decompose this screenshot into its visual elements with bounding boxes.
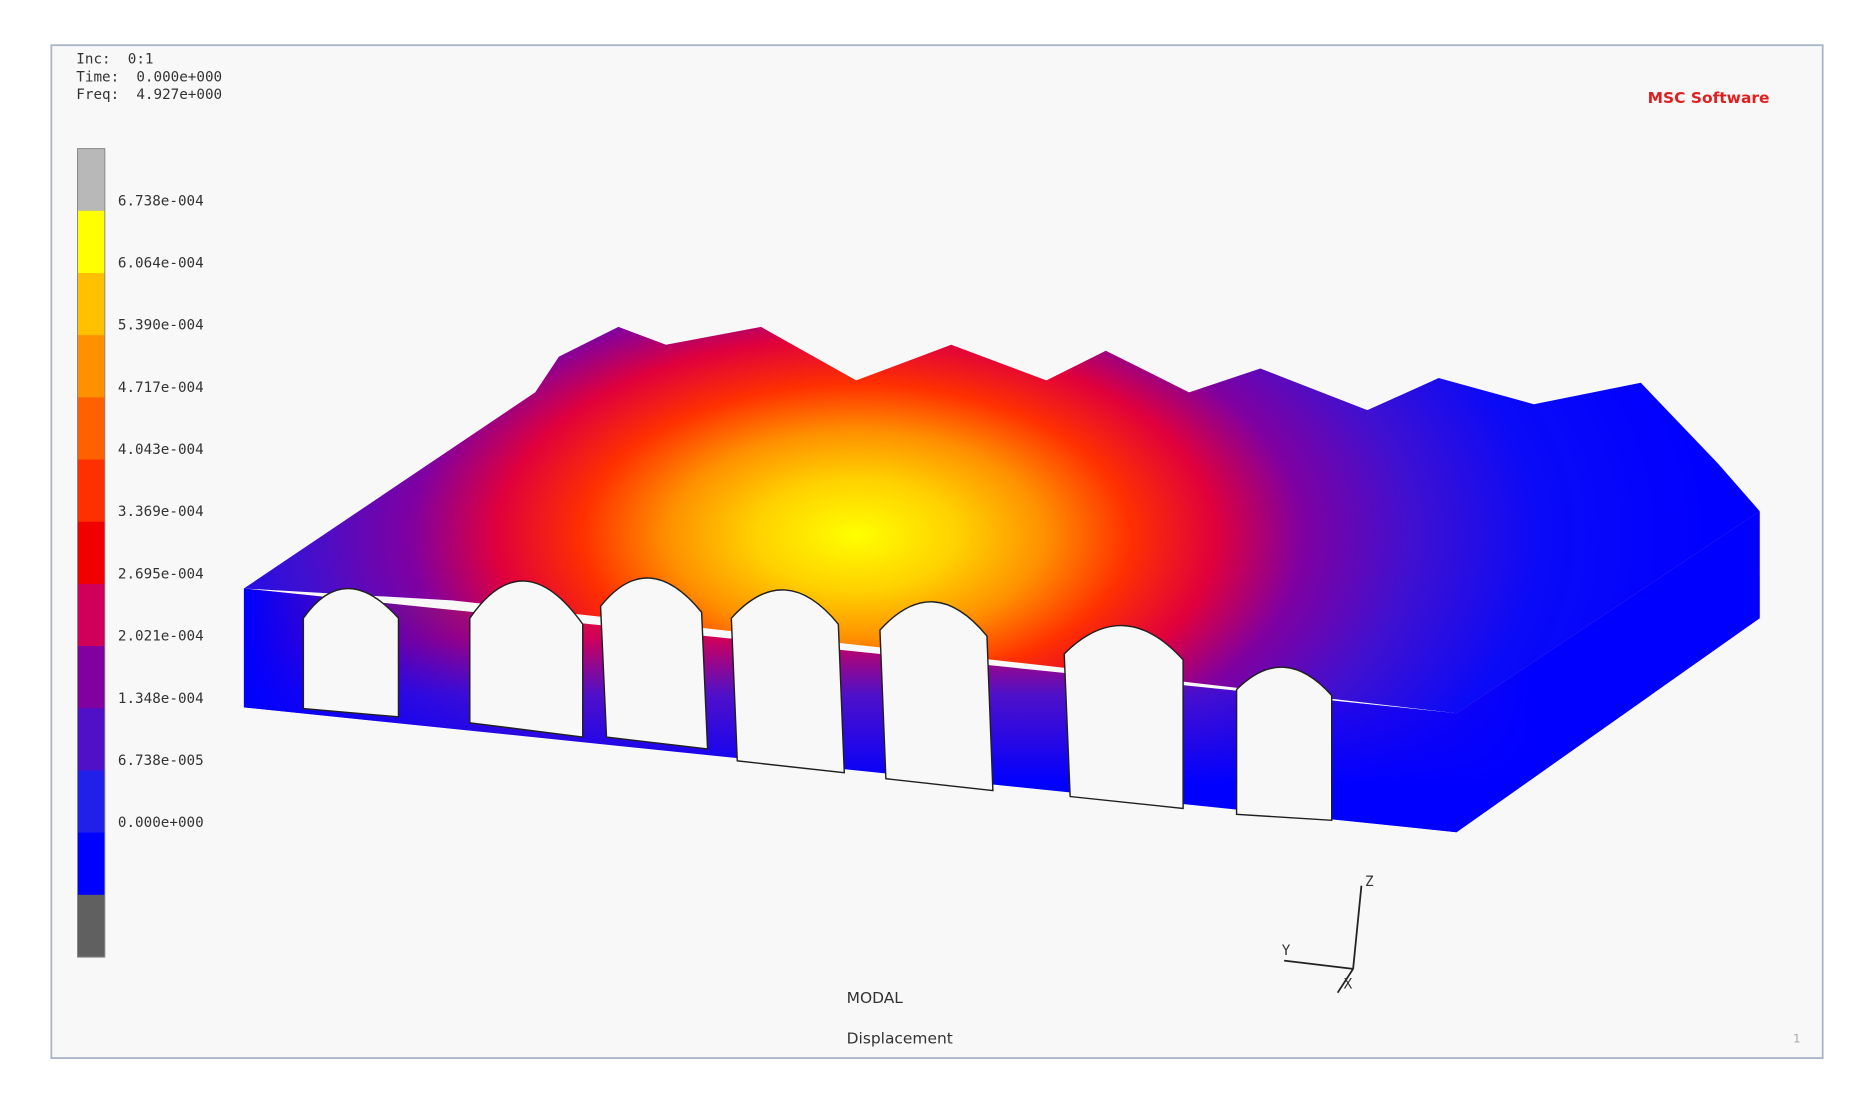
legend-swatch	[77, 459, 105, 523]
legend-label: 1.348e-004	[118, 691, 204, 707]
footer-subtitle: Displacement	[847, 1030, 953, 1048]
arches	[302, 577, 1333, 822]
legend-swatch	[77, 148, 105, 212]
legend-swatch	[77, 397, 105, 461]
legend-swatch	[77, 708, 105, 772]
legend-label: 6.738e-005	[118, 753, 204, 769]
model-front-shade	[243, 511, 1760, 833]
page-number: 1	[1793, 1032, 1801, 1046]
footer-title: MODAL	[847, 989, 904, 1007]
legend-swatch	[77, 646, 105, 709]
header-line: Time: 0.000e+000	[76, 69, 222, 85]
legend-swatch	[77, 521, 105, 585]
legend-label: 2.021e-004	[118, 629, 204, 645]
legend-label: 0.000e+000	[118, 815, 204, 831]
legend-swatch	[77, 583, 105, 647]
legend: 6.738e-004 6.064e-004 5.390e-004 4.717e-004…	[77, 148, 204, 958]
legend-swatch	[77, 272, 105, 336]
triad	[1284, 885, 1363, 994]
legend-label: 2.695e-004	[118, 566, 204, 582]
legend-swatch	[77, 832, 105, 896]
legend-label: 4.717e-004	[118, 380, 204, 396]
triad-z: Z	[1365, 874, 1374, 890]
legend-label: 6.064e-004	[118, 255, 204, 271]
model	[243, 326, 1760, 833]
legend-swatch	[77, 335, 105, 398]
legend-label: 4.043e-004	[118, 442, 204, 458]
legend-swatch	[77, 770, 105, 834]
header-line: Freq: 4.927e+000	[76, 87, 222, 103]
legend-label: 5.390e-004	[118, 318, 204, 334]
header-line: Inc: 0:1	[76, 51, 153, 67]
legend-label: 3.369e-004	[118, 504, 204, 520]
legend-swatch	[77, 894, 105, 958]
triad-x: X	[1344, 976, 1353, 992]
legend-label: 6.738e-004	[118, 193, 204, 209]
logo: MSC Software	[1648, 89, 1770, 107]
legend-border	[77, 148, 106, 958]
header: Inc: 0:1 Time: 0.000e+000 Freq: 4.927e+000	[76, 51, 222, 103]
triad-y: Y	[1282, 943, 1291, 959]
legend-swatch	[77, 210, 105, 274]
